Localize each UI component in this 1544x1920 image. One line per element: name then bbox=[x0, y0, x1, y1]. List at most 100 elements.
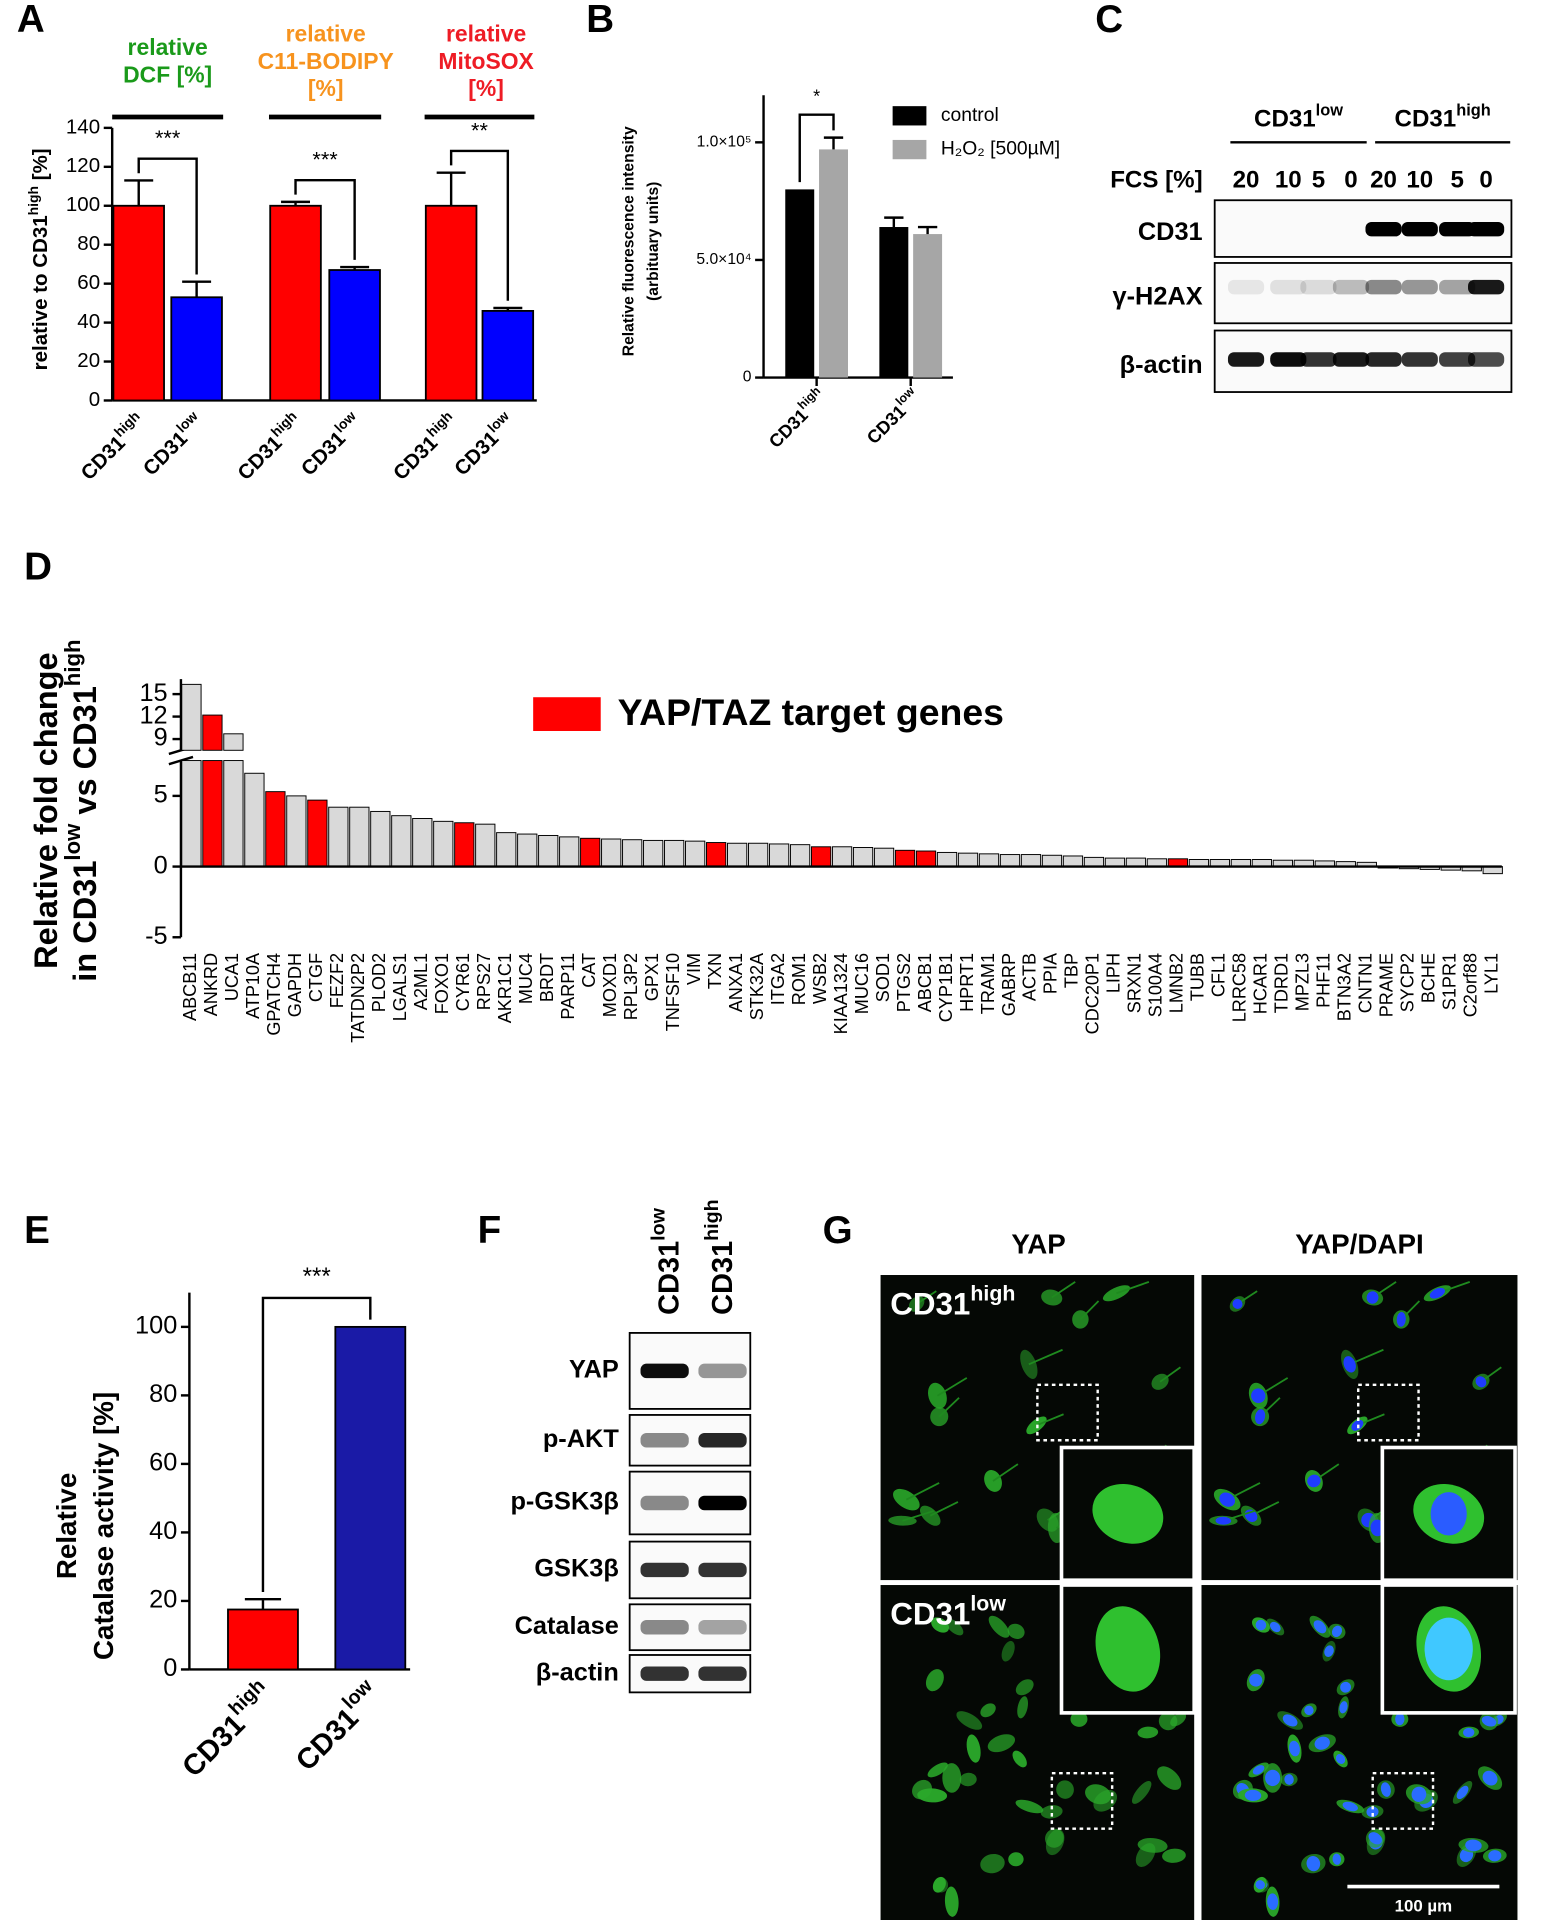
cell bbox=[1102, 1285, 1131, 1302]
text-part: CD31 bbox=[450, 427, 503, 480]
blot-band bbox=[640, 1619, 689, 1635]
significance-bracket bbox=[137, 157, 198, 275]
cell-process bbox=[1116, 1281, 1150, 1295]
nucleus bbox=[1339, 1701, 1348, 1714]
blot-band bbox=[1365, 352, 1402, 367]
x-tick-label: GAPDH bbox=[285, 953, 305, 1017]
bar bbox=[978, 853, 1000, 868]
x-tick-label: AKR1C1 bbox=[495, 953, 515, 1023]
superscript: high bbox=[1456, 102, 1491, 120]
blot-band bbox=[698, 1433, 747, 1448]
nucleus bbox=[1251, 1388, 1266, 1404]
lane-label: 0 bbox=[1479, 166, 1492, 193]
panel-letter: A bbox=[17, 0, 45, 41]
blot-band bbox=[640, 1363, 689, 1379]
nucleus bbox=[1324, 1645, 1334, 1657]
x-tick-label: ABCB1 bbox=[915, 953, 935, 1012]
error-bar bbox=[884, 216, 904, 228]
error-bar bbox=[340, 265, 370, 271]
bar bbox=[391, 815, 412, 868]
bar bbox=[538, 834, 559, 868]
x-tick-label: MOXD1 bbox=[600, 953, 620, 1017]
x-tick-label: PARP11 bbox=[558, 953, 578, 1020]
nucleus bbox=[1366, 1806, 1379, 1818]
x-tick-label: VIM bbox=[684, 953, 704, 985]
bar bbox=[747, 842, 769, 868]
legend-swatch bbox=[533, 697, 601, 731]
text-part: Relative bbox=[51, 1473, 82, 1579]
cell bbox=[988, 1615, 1010, 1638]
x-tick-label: CNTN1 bbox=[1356, 953, 1376, 1013]
cell bbox=[1157, 1766, 1182, 1790]
cell bbox=[1085, 1784, 1112, 1805]
bar bbox=[643, 839, 664, 868]
group-title: relative bbox=[446, 21, 526, 47]
x-tick-label: STK32A bbox=[747, 952, 767, 1020]
bar bbox=[1041, 854, 1063, 868]
panel-letter: C bbox=[1095, 0, 1123, 41]
superscript: low bbox=[1316, 102, 1344, 120]
significance-bracket bbox=[294, 178, 356, 260]
error-bar bbox=[436, 171, 466, 206]
group-title: MitoSOX bbox=[438, 48, 534, 74]
group-header: CD31low bbox=[648, 1207, 685, 1314]
blot-box bbox=[628, 1603, 752, 1652]
nucleus bbox=[1255, 1880, 1266, 1890]
bar bbox=[957, 852, 979, 868]
x-tick-label: LGALS1 bbox=[390, 953, 410, 1021]
nucleus bbox=[1335, 1754, 1346, 1764]
cell bbox=[1007, 1623, 1025, 1640]
blot-band bbox=[1439, 279, 1476, 295]
nucleus bbox=[1368, 1832, 1382, 1845]
lane-label: 5 bbox=[1312, 166, 1325, 193]
x-tick-label: CDC20P1 bbox=[1083, 953, 1103, 1034]
text-part: CD31 bbox=[77, 432, 130, 485]
bar bbox=[685, 840, 706, 868]
superscript: high bbox=[25, 186, 41, 215]
cell bbox=[956, 1711, 983, 1730]
x-tick-label: MUC16 bbox=[852, 953, 872, 1014]
y-tick-label: 20 bbox=[149, 1586, 177, 1614]
y-axis-label: (arbituary units) bbox=[645, 182, 662, 301]
bar bbox=[999, 854, 1021, 868]
cell bbox=[987, 1734, 1016, 1753]
y-tick-label: 5 bbox=[154, 781, 168, 809]
cell bbox=[1001, 1640, 1015, 1662]
bar bbox=[412, 818, 433, 868]
blot-band bbox=[1439, 352, 1476, 367]
row-label: Catalase bbox=[515, 1612, 619, 1640]
panel-letter: G bbox=[823, 1209, 853, 1252]
x-tick-label: TUBB bbox=[1188, 953, 1208, 1001]
bar bbox=[559, 836, 580, 868]
x-tick-label: MPZL3 bbox=[1293, 953, 1313, 1011]
bar bbox=[370, 810, 391, 868]
x-tick-label: CD31high bbox=[172, 1675, 280, 1783]
blot-band bbox=[1439, 221, 1476, 237]
row-label: p-GSK3β bbox=[510, 1488, 618, 1516]
cell bbox=[932, 1876, 946, 1893]
panel-letter: F bbox=[478, 1209, 502, 1252]
bar bbox=[307, 799, 328, 868]
blot-band bbox=[1468, 221, 1505, 237]
x-tick-label: MUC4 bbox=[516, 953, 536, 1004]
row-label: GSK3β bbox=[534, 1555, 618, 1583]
bar bbox=[1083, 856, 1105, 868]
text-part: relative to CD31 bbox=[30, 215, 53, 370]
group-title: [%] bbox=[308, 75, 344, 101]
bar bbox=[664, 839, 685, 868]
x-tick-label: FOXO1 bbox=[432, 953, 452, 1014]
blot-band bbox=[1365, 279, 1402, 295]
nucleus bbox=[1482, 1770, 1498, 1786]
bar bbox=[269, 204, 322, 402]
x-tick-label: CD31high bbox=[762, 384, 830, 452]
nucleus bbox=[1313, 1620, 1327, 1634]
bar bbox=[328, 806, 349, 868]
cell bbox=[966, 1734, 981, 1763]
text-part: Catalase activity [%] bbox=[88, 1392, 119, 1660]
y-axis-label: in CD31low vs CD31high bbox=[60, 639, 102, 981]
y-tick-label: 5.0×10⁴ bbox=[696, 251, 751, 268]
text-part: CD31 bbox=[890, 1597, 970, 1632]
error-bar bbox=[124, 179, 154, 206]
panel-letter: D bbox=[24, 546, 52, 589]
